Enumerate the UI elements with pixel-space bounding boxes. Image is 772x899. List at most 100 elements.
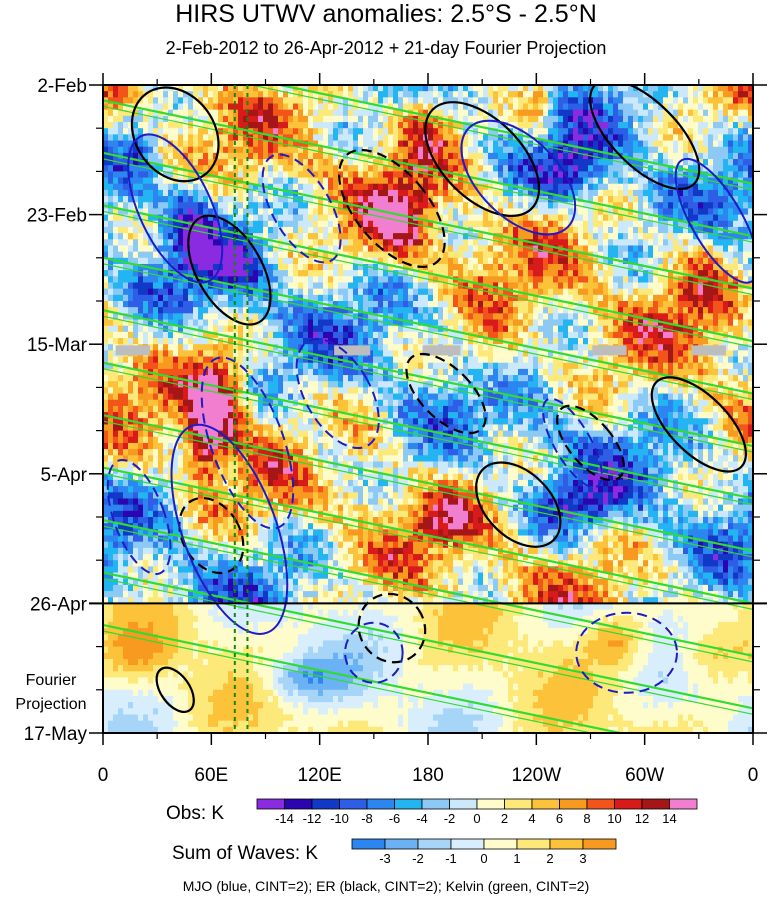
field-cell [308, 257, 314, 265]
field-cell [278, 257, 284, 265]
field-cell [328, 294, 334, 302]
field-cell [433, 301, 439, 308]
field-cell [108, 319, 114, 327]
field-cell [268, 171, 274, 179]
field-cell [393, 257, 399, 265]
field-cell [713, 233, 719, 240]
field-cell [488, 276, 494, 284]
field-cell [738, 171, 744, 179]
field-cell [298, 146, 304, 154]
field-cell [408, 276, 414, 284]
field-cell [358, 276, 364, 284]
field-cell [108, 128, 114, 135]
field-cell [478, 128, 484, 135]
field-cell [248, 109, 254, 117]
field-cell [418, 152, 424, 160]
field-cell [693, 115, 699, 123]
field-cell [278, 276, 284, 284]
field-cell [508, 109, 514, 117]
field-cell [623, 103, 629, 111]
field-cell [633, 282, 639, 290]
field-cell [483, 128, 489, 135]
field-cell [153, 91, 159, 98]
field-cell [433, 276, 439, 284]
field-cell [553, 270, 559, 277]
field-cell [623, 245, 629, 253]
field-cell [663, 263, 669, 271]
field-cell [643, 97, 649, 105]
field-cell [628, 165, 634, 172]
field-cell [333, 91, 339, 98]
field-cell [118, 270, 124, 277]
field-cell [298, 122, 304, 129]
field-cell [143, 183, 149, 191]
field-cell [343, 307, 349, 314]
field-cell [113, 270, 119, 277]
field-cell [598, 159, 604, 166]
field-cell [433, 245, 439, 253]
field-cell [618, 109, 624, 117]
field-cell [403, 159, 409, 166]
field-cell [578, 257, 584, 265]
field-cell [338, 109, 344, 117]
field-cell [228, 208, 234, 216]
field-cell [228, 270, 234, 277]
field-cell [258, 239, 264, 247]
field-cell [478, 202, 484, 210]
field-cell [338, 115, 344, 123]
field-cell [463, 276, 469, 284]
field-cell [213, 103, 219, 111]
field-cell [473, 239, 479, 247]
field-cell [353, 159, 359, 166]
field-cell [193, 171, 199, 179]
field-cell [443, 140, 449, 148]
field-cell [358, 183, 364, 191]
field-cell [563, 165, 569, 172]
field-cell [508, 214, 514, 222]
field-cell [338, 276, 344, 284]
field-cell [468, 233, 474, 240]
field-cell [108, 165, 114, 172]
field-cell [713, 109, 719, 117]
field-cell [463, 226, 469, 234]
field-cell [158, 103, 164, 111]
field-cell [438, 134, 444, 142]
field-cell [573, 91, 579, 98]
field-cell [588, 226, 594, 234]
field-cell [133, 159, 139, 166]
field-cell [558, 233, 564, 240]
field-cell [663, 189, 669, 197]
field-cell [133, 288, 139, 296]
field-cell [353, 245, 359, 253]
field-cell [323, 115, 329, 123]
field-cell [513, 189, 519, 197]
field-cell [688, 202, 694, 210]
field-cell [653, 245, 659, 253]
field-cell [118, 282, 124, 290]
field-cell [298, 226, 304, 234]
field-cell [168, 183, 174, 191]
field-cell [353, 270, 359, 277]
field-cell [208, 270, 214, 277]
field-cell [738, 270, 744, 277]
field-cell [343, 233, 349, 240]
field-cell [598, 245, 604, 253]
field-cell [448, 307, 454, 314]
field-cell [363, 251, 369, 259]
field-cell [173, 97, 179, 105]
field-cell [723, 313, 729, 321]
field-cell [428, 245, 434, 253]
field-cell [383, 177, 389, 185]
field-cell [743, 245, 749, 253]
field-cell [188, 233, 194, 240]
field-cell [288, 109, 294, 117]
field-cell [623, 140, 629, 148]
field-cell [403, 202, 409, 210]
field-cell [403, 263, 409, 271]
field-cell [663, 177, 669, 185]
field-cell [323, 189, 329, 197]
field-cell [638, 307, 644, 314]
field-cell [368, 214, 374, 222]
field-cell [308, 122, 314, 129]
field-cell [318, 251, 324, 259]
